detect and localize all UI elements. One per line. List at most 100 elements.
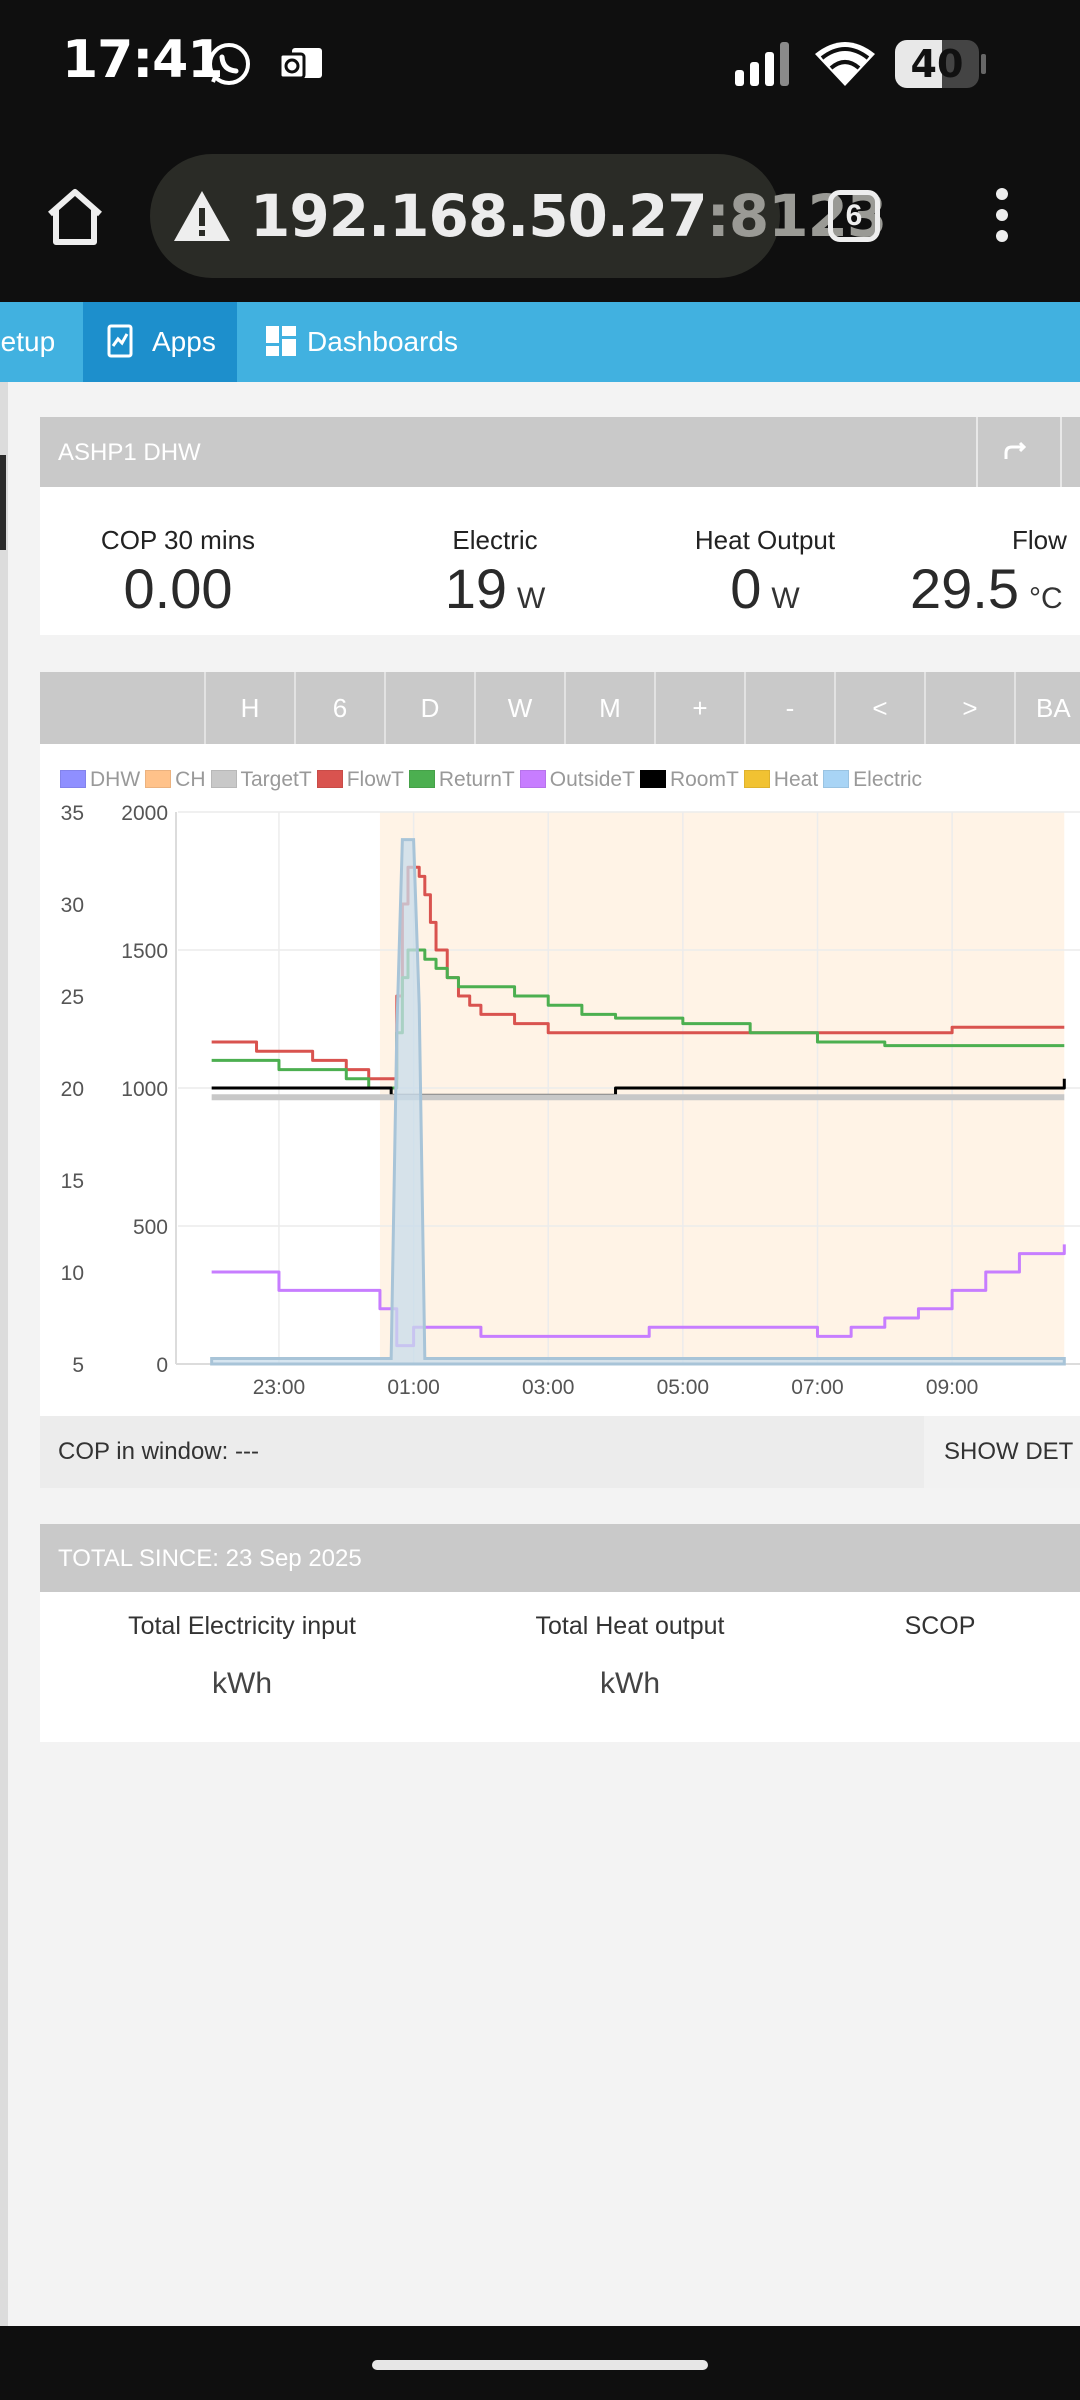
tab-apps-label: Apps [152,326,216,357]
stat-electric-value: 19 [444,557,507,620]
legend-label: OutsideT [549,768,635,791]
x-tick-label: 09:00 [926,1376,979,1399]
y-right-tick-label: 0 [156,1354,168,1377]
home-gesture-bar[interactable] [372,2360,708,2370]
system-nav-bar [0,2326,1080,2400]
y-left-tick-label: 15 [61,1170,84,1193]
legend-swatch [743,770,770,788]
back-button[interactable]: BA [1014,672,1080,744]
total-electricity: Total Electricity input kWh [92,1612,392,1701]
y-right-tick-label: 1500 [121,940,168,963]
stat-flow-label: Flow [1012,525,1067,555]
stat-flow-unit: °C [1029,582,1063,615]
app-toolbar: Setup Apps Dashboards [0,302,1080,382]
totals-header-text: TOTAL SINCE: 23 Sep 2025 [58,1545,362,1572]
range-button-month[interactable]: M [564,672,654,744]
zoom-out-button[interactable]: - [744,672,834,744]
history-chart[interactable]: 35 30 25 20 15 10 5 2000 1500 1000 500 0 23:00 01:00 0… [40,744,1080,1416]
outlook-icon [278,48,322,80]
tab-switcher-button[interactable]: 6 [828,190,880,242]
url-host: 192.168.50.27 [250,182,708,250]
range-button-day[interactable]: D [384,672,474,744]
y-left-tick-label: 30 [61,894,84,917]
pan-right-button[interactable]: > [924,672,1014,744]
legend-swatch [316,770,343,788]
side-edge [0,382,8,2326]
stats-row: COP 30 mins 0.00 Electric 19 W Heat Outpu… [40,487,1080,635]
tab-dashboards-label: Dashboards [307,326,458,357]
stat-cop: COP 30 mins 0.00 [78,525,278,621]
stat-cop-value: 0.00 [123,557,233,620]
legend-item[interactable]: CH [145,768,206,792]
x-tick-label: 03:00 [522,1376,575,1399]
range-button-6h[interactable]: 6 [294,672,384,744]
share-icon[interactable] [1000,439,1026,465]
range-button-week[interactable]: W [474,672,564,744]
chart-panel[interactable]: 35 30 25 20 15 10 5 2000 1500 1000 500 0 23:00 01:00 0… [40,744,1080,1416]
legend-item[interactable]: RoomT [639,768,739,792]
legend-item[interactable]: Heat [743,768,819,792]
legend-swatch [210,770,237,788]
stat-flow-value: 29.5 [910,557,1019,620]
url-text: 192.168.50.27:8123 [250,182,887,250]
browser-bar: 192.168.50.27:8123 6 [0,130,1080,302]
legend-swatch [639,770,666,788]
stat-heat-value: 0 [730,557,762,620]
pan-left-button[interactable]: < [834,672,924,744]
x-tick-label: 23:00 [253,1376,306,1399]
whatsapp-icon [208,43,250,85]
clock: 17:41 [62,30,224,90]
legend-label: Electric [853,768,923,791]
stat-electric-label: Electric [452,525,538,555]
stat-heat-unit: W [771,582,800,615]
stat-cop-label: COP 30 mins [100,525,256,555]
y-left-tick-label: 25 [61,986,84,1009]
series-outsidet-line [211,1244,1066,1348]
legend-item[interactable]: OutsideT [519,768,635,792]
x-tick-label: 07:00 [791,1376,844,1399]
more-vert-icon[interactable] [996,188,1008,251]
x-tick-label: 01:00 [387,1376,440,1399]
y-right-tick-label: 1000 [121,1078,168,1101]
home-icon[interactable] [44,186,106,248]
legend-item[interactable]: Electric [823,768,922,792]
total-electricity-unit: kWh [212,1667,272,1700]
y-right-tick-label: 500 [133,1216,168,1239]
legend-item[interactable]: FlowT [316,768,404,792]
range-button-hour[interactable]: H [204,672,294,744]
show-details-button[interactable]: SHOW DET [924,1416,1080,1488]
total-heat-unit: kWh [600,1667,660,1700]
tab-apps[interactable]: Apps [83,302,237,382]
battery-level: 40 [910,42,964,86]
wifi-icon [815,42,875,86]
totals-row: Total Electricity input kWh Total Heat o… [40,1592,1080,1742]
total-heat-label: Total Heat output [535,1612,725,1640]
url-bar[interactable]: 192.168.50.27:8123 [150,154,887,278]
legend-item[interactable]: ReturnT [408,768,515,792]
y-left-tick-label: 20 [61,1078,84,1101]
series-returnt-line [211,948,1065,1090]
legend-swatch [60,770,86,788]
series-electric-area [210,838,1066,1366]
side-handle [0,455,6,550]
total-scop-label: SCOP [904,1612,976,1640]
stat-electric-unit: W [516,582,546,615]
panel-header: ASHP1 DHW [40,417,1080,487]
legend-item[interactable]: TargetT [210,768,312,792]
range-button-bar: H 6 D W M + - < > BA [40,672,1080,744]
legend-swatch [823,770,850,788]
legend-swatch [408,770,435,788]
legend-label: Heat [773,768,819,791]
dashboard-icon [266,326,296,356]
zoom-in-button[interactable]: + [654,672,744,744]
tab-setup-label: Setup [0,326,56,357]
legend-swatch [145,770,172,788]
legend-label: CH [175,768,206,791]
stat-heat-label: Heat Output [694,525,836,555]
status-bar: 17:41 40 [0,0,1080,130]
x-tick-label: 05:00 [657,1376,710,1399]
legend-item[interactable]: DHW [60,768,140,792]
total-scop: SCOP [840,1612,1040,1641]
total-heat: Total Heat output kWh [480,1612,780,1701]
chart-app-icon [107,324,133,358]
